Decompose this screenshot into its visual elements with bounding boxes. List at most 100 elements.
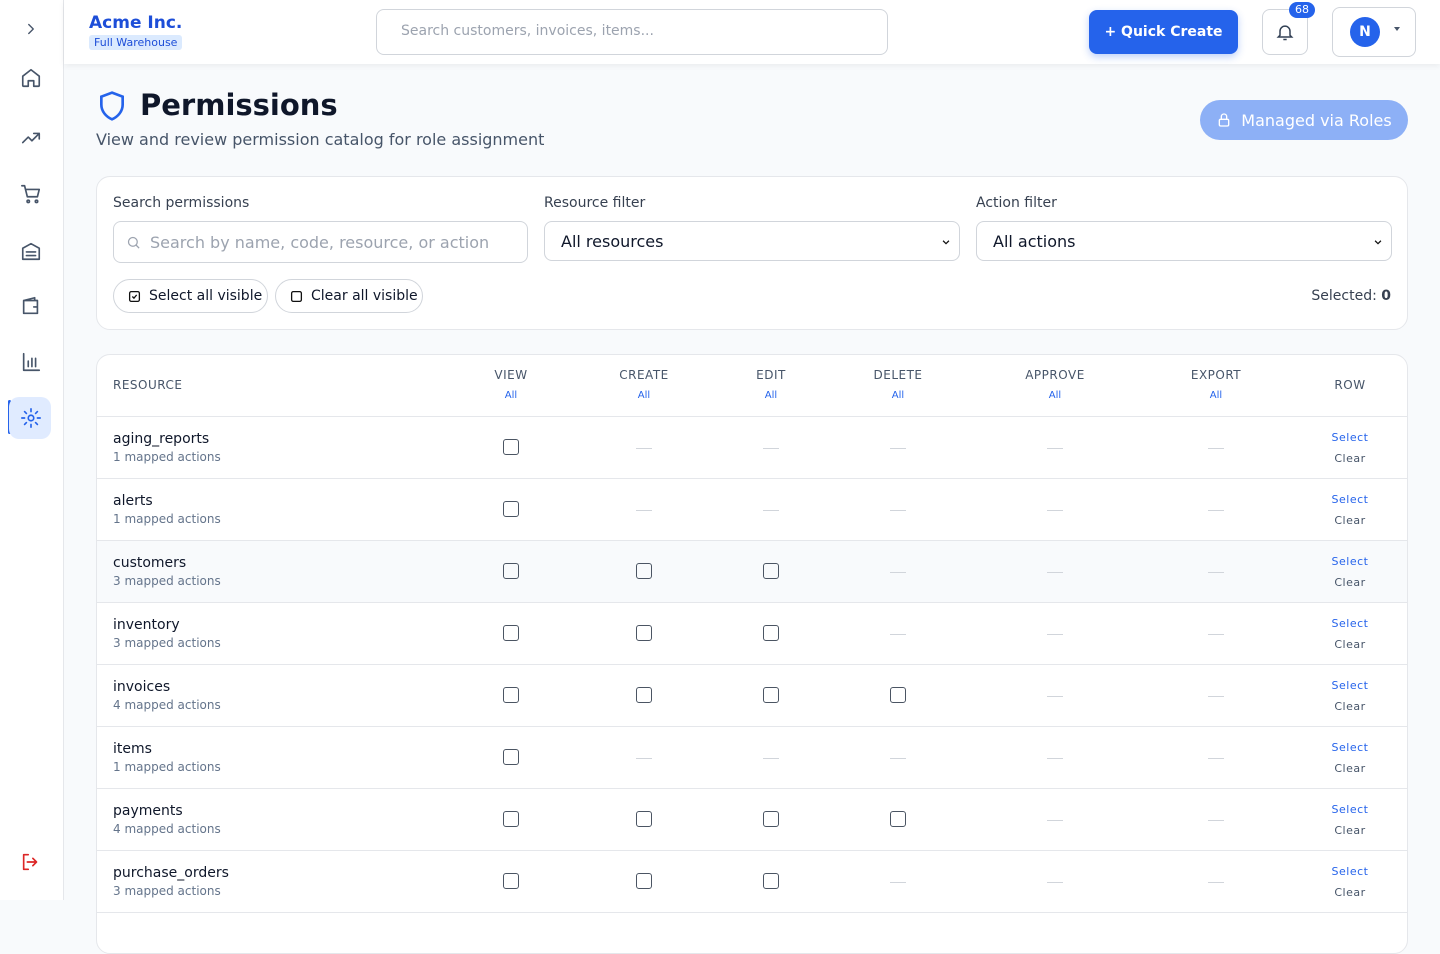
table-row: invoices 4 mapped actions Select Clear (97, 665, 1407, 727)
row-select[interactable]: Select (1331, 431, 1369, 444)
resource-name: purchase_orders (113, 865, 229, 881)
unavailable-dash (636, 510, 652, 511)
permission-checkbox[interactable] (763, 563, 779, 579)
page-subtitle: View and review permission catalog for r… (96, 130, 545, 149)
row-clear[interactable]: Clear (1334, 576, 1366, 589)
table-row: items 1 mapped actions Select Clear (97, 727, 1407, 789)
global-search[interactable]: Search customers, invoices, items... (376, 9, 888, 55)
managed-label: Managed via Roles (1241, 110, 1392, 130)
cart-icon[interactable] (20, 183, 42, 205)
row-clear[interactable]: Clear (1334, 638, 1366, 651)
user-menu[interactable]: N (1332, 7, 1416, 57)
permission-checkbox[interactable] (503, 873, 519, 889)
table-row: inventory 3 mapped actions Select Clear (97, 603, 1407, 665)
action-label: Action filter (976, 195, 1057, 211)
box-icon (290, 290, 303, 302)
settings-icon[interactable] (20, 407, 42, 429)
active-item[interactable] (9, 397, 51, 439)
mapped-count: 3 mapped actions (113, 636, 221, 650)
unavailable-dash (1208, 882, 1224, 883)
clear-all-button[interactable]: Clear all visible (275, 279, 423, 313)
page-title: Permissions (140, 88, 338, 122)
resource-name: customers (113, 555, 187, 571)
row-clear[interactable]: Clear (1334, 452, 1366, 465)
warehouse-icon[interactable] (20, 240, 42, 262)
wallet-icon[interactable] (20, 295, 42, 317)
permission-checkbox[interactable] (636, 687, 652, 703)
home-icon[interactable] (20, 67, 42, 89)
unavailable-dash (636, 448, 652, 449)
unavailable-dash (1208, 696, 1224, 697)
managed-button[interactable]: Managed via Roles (1200, 100, 1408, 140)
selected-summary: Selected: 0 (1311, 288, 1391, 304)
column-header: DELETE (873, 368, 923, 382)
permission-checkbox[interactable] (636, 873, 652, 889)
column-select-all[interactable]: All (637, 390, 651, 401)
notification-count: 68 (1289, 2, 1315, 18)
column-header: EDIT (756, 368, 786, 382)
column-select-all[interactable]: All (1048, 390, 1062, 401)
row-clear[interactable]: Clear (1334, 824, 1366, 837)
permission-checkbox[interactable] (763, 811, 779, 827)
quick-create-button[interactable]: + Quick Create (1089, 10, 1238, 54)
permission-checkbox[interactable] (503, 687, 519, 703)
permission-search[interactable]: Search by name, code, resource, or actio… (113, 221, 528, 263)
unavailable-dash (1047, 510, 1063, 511)
unavailable-dash (890, 448, 906, 449)
column-header: VIEW (494, 368, 528, 382)
row-clear[interactable]: Clear (1334, 762, 1366, 775)
row-clear[interactable]: Clear (1334, 886, 1366, 899)
search-placeholder: Search customers, invoices, items... (401, 23, 654, 39)
search-icon (127, 236, 140, 249)
chart-icon[interactable] (20, 351, 42, 373)
unavailable-dash (1047, 820, 1063, 821)
permission-checkbox[interactable] (890, 811, 906, 827)
expand-icon[interactable] (22, 18, 40, 40)
table-row: customers 3 mapped actions Select Clear (97, 541, 1407, 603)
permission-checkbox[interactable] (763, 625, 779, 641)
permission-checkbox[interactable] (763, 873, 779, 889)
row-select[interactable]: Select (1331, 679, 1369, 692)
permission-checkbox[interactable] (503, 749, 519, 765)
permission-checkbox[interactable] (763, 687, 779, 703)
action-select[interactable]: All actions (976, 221, 1392, 261)
permission-checkbox[interactable] (636, 811, 652, 827)
unavailable-dash (1047, 882, 1063, 883)
unavailable-dash (1208, 448, 1224, 449)
column-select-all[interactable]: All (891, 390, 905, 401)
logout-icon[interactable] (20, 851, 42, 873)
unavailable-dash (1047, 696, 1063, 697)
unavailable-dash (763, 758, 779, 759)
resource-label: Resource filter (544, 195, 646, 211)
resource-select[interactable]: All resources (544, 221, 960, 261)
column-select-all[interactable]: All (1209, 390, 1223, 401)
column-select-all[interactable]: All (764, 390, 778, 401)
permission-checkbox[interactable] (636, 563, 652, 579)
permission-checkbox[interactable] (636, 625, 652, 641)
row-select[interactable]: Select (1331, 617, 1369, 630)
bell-icon (1276, 25, 1294, 41)
resource-name: payments (113, 803, 183, 819)
lock-icon (1218, 113, 1230, 127)
column-header: ROW (1334, 378, 1366, 392)
row-select[interactable]: Select (1331, 865, 1369, 878)
permission-checkbox[interactable] (503, 625, 519, 641)
permission-checkbox[interactable] (503, 811, 519, 827)
permission-checkbox[interactable] (503, 501, 519, 517)
row-select[interactable]: Select (1331, 555, 1369, 568)
table-row: payments 4 mapped actions Select Clear (97, 789, 1407, 851)
select-all-button[interactable]: Select all visible (113, 279, 268, 313)
row-clear[interactable]: Clear (1334, 700, 1366, 713)
permission-checkbox[interactable] (503, 563, 519, 579)
permission-checkbox[interactable] (890, 687, 906, 703)
mapped-count: 3 mapped actions (113, 574, 221, 588)
row-clear[interactable]: Clear (1334, 514, 1366, 527)
trend-icon[interactable] (20, 127, 42, 149)
row-select[interactable]: Select (1331, 803, 1369, 816)
column-select-all[interactable]: All (504, 390, 518, 401)
permission-checkbox[interactable] (503, 439, 519, 455)
caret (1394, 27, 1400, 31)
header-divider (97, 416, 1407, 417)
row-select[interactable]: Select (1331, 741, 1369, 754)
row-select[interactable]: Select (1331, 493, 1369, 506)
